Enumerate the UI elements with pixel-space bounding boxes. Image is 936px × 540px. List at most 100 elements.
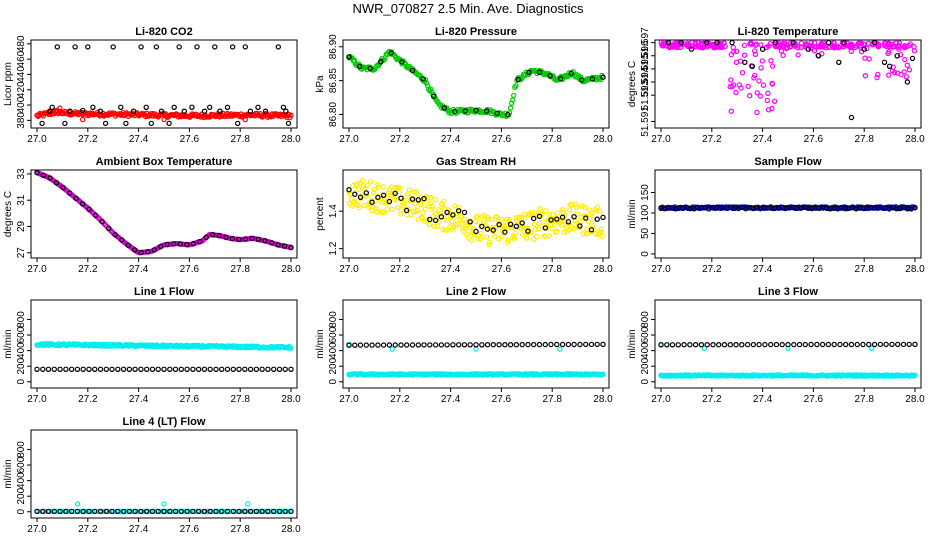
rh-yellow-point xyxy=(549,225,555,232)
line4-black-point xyxy=(276,508,283,515)
line1-black-point xyxy=(63,366,69,372)
temp-black-point xyxy=(790,40,796,46)
rh-black-point xyxy=(496,221,502,228)
temp-magenta-point xyxy=(893,40,899,46)
pressure-black-point xyxy=(515,76,522,83)
pressure-black-point xyxy=(399,59,405,65)
line2-black-point xyxy=(490,342,496,348)
line3-black-point xyxy=(664,342,670,348)
series-layer xyxy=(346,48,606,120)
rh-black-point xyxy=(536,213,543,220)
line3-black-point xyxy=(791,341,797,348)
ambient-black-point xyxy=(66,190,73,196)
co2-black-point xyxy=(171,104,177,111)
rh-yellow-point xyxy=(363,192,370,199)
ambient-black-point xyxy=(79,201,86,207)
co2-black-point xyxy=(110,44,116,50)
line2-black-point xyxy=(600,341,606,348)
pressure-black-point xyxy=(346,54,352,60)
temp-black-point xyxy=(772,40,778,46)
rh-yellow-point xyxy=(374,208,380,215)
co2-red-outliers-point xyxy=(57,105,63,111)
co2-black-point xyxy=(39,120,45,127)
line2-black-point xyxy=(352,342,358,348)
line3-cyan-high-point xyxy=(701,345,707,351)
rh-black-point xyxy=(513,223,520,229)
y-tick-label: 480 xyxy=(16,35,27,52)
line3-black-point xyxy=(802,341,809,348)
line3-black-point xyxy=(750,341,757,348)
x-tick-label: 27.8 xyxy=(542,134,562,145)
rh-yellow-point xyxy=(394,204,401,211)
x-tick-label: 27.8 xyxy=(854,394,874,405)
rh-yellow-point xyxy=(543,208,549,214)
line4-black-point xyxy=(120,508,127,515)
line2-black-point xyxy=(432,342,439,348)
ambient-black-point xyxy=(151,247,157,253)
chart-rh: Gas Stream RH percent 27.0 27.2 27.4 27.6 27.8… xyxy=(315,156,613,275)
rh-yellow-point xyxy=(574,211,581,217)
rh-yellow-point xyxy=(371,186,378,193)
ambient-black-point xyxy=(203,234,209,240)
co2-black-point xyxy=(242,44,248,50)
temp-magenta-point xyxy=(886,48,892,55)
line2-black-point xyxy=(386,342,393,348)
line4-black-point xyxy=(207,508,213,515)
line3-black-point xyxy=(675,342,682,348)
rh-yellow-point xyxy=(505,237,511,244)
rh-yellow-point xyxy=(449,218,455,225)
rh-black-point xyxy=(461,209,468,216)
line2-black-point xyxy=(496,342,502,348)
x-tick-label: 27.0 xyxy=(651,264,671,275)
line1-black-point xyxy=(288,366,294,372)
y-tick-label: 86.90 xyxy=(328,34,339,59)
line4-black-point xyxy=(236,508,242,515)
rh-yellow-point xyxy=(593,231,599,237)
temp-black-point xyxy=(665,40,672,46)
rh-yellow-point xyxy=(534,233,540,240)
line3-black-point xyxy=(866,341,872,348)
rh-yellow-point xyxy=(507,216,513,223)
pressure-green-point xyxy=(578,74,584,80)
rh-yellow-point xyxy=(573,201,579,207)
rh-black-point xyxy=(398,195,404,201)
temp-magenta-point xyxy=(898,71,904,78)
rh-yellow-point xyxy=(424,216,430,223)
pressure-green-point xyxy=(423,80,430,86)
y-axis-label: ml/min xyxy=(3,459,14,488)
line1-black-point xyxy=(184,366,190,372)
pressure-black-point xyxy=(483,108,490,114)
line1-black-point xyxy=(230,366,236,372)
temp-magenta-point xyxy=(685,43,692,50)
line4-black-point xyxy=(271,508,277,515)
chart-ambient: Ambient Box Temperature degrees C 27.0 27.2… xyxy=(3,156,301,275)
plot-frame xyxy=(30,299,298,389)
line2-black-point xyxy=(536,341,543,348)
x-tick-label: 27.2 xyxy=(390,134,410,145)
pressure-black-point xyxy=(600,74,606,80)
co2-black-point xyxy=(280,104,287,111)
line1-cyan-point xyxy=(288,345,294,352)
temp-magenta-point xyxy=(745,83,751,90)
temp-magenta-point xyxy=(886,72,892,78)
pressure-green-point xyxy=(507,105,514,111)
rh-black-point xyxy=(565,219,572,225)
ambient-black-point xyxy=(242,236,249,242)
line1-black-point xyxy=(74,366,81,372)
co2-black-point xyxy=(166,120,172,127)
line2-cyan-high-point xyxy=(557,346,563,352)
temp-magenta-point xyxy=(817,44,823,50)
co2-black-point xyxy=(130,108,137,114)
line2-black-point xyxy=(565,341,572,348)
temp-magenta-point xyxy=(862,55,868,61)
y-tick-label: 440 xyxy=(16,66,27,83)
line1-black-point xyxy=(236,366,242,372)
temp-magenta-point xyxy=(752,51,759,58)
temp-magenta-point xyxy=(760,82,767,88)
ambient-black-point xyxy=(275,242,281,248)
rh-yellow-point xyxy=(582,204,588,211)
rh-yellow-point xyxy=(554,210,561,216)
rh-yellow-point xyxy=(561,229,567,235)
y-tick-label: 400 xyxy=(16,472,27,489)
line4-black-point xyxy=(143,508,150,515)
